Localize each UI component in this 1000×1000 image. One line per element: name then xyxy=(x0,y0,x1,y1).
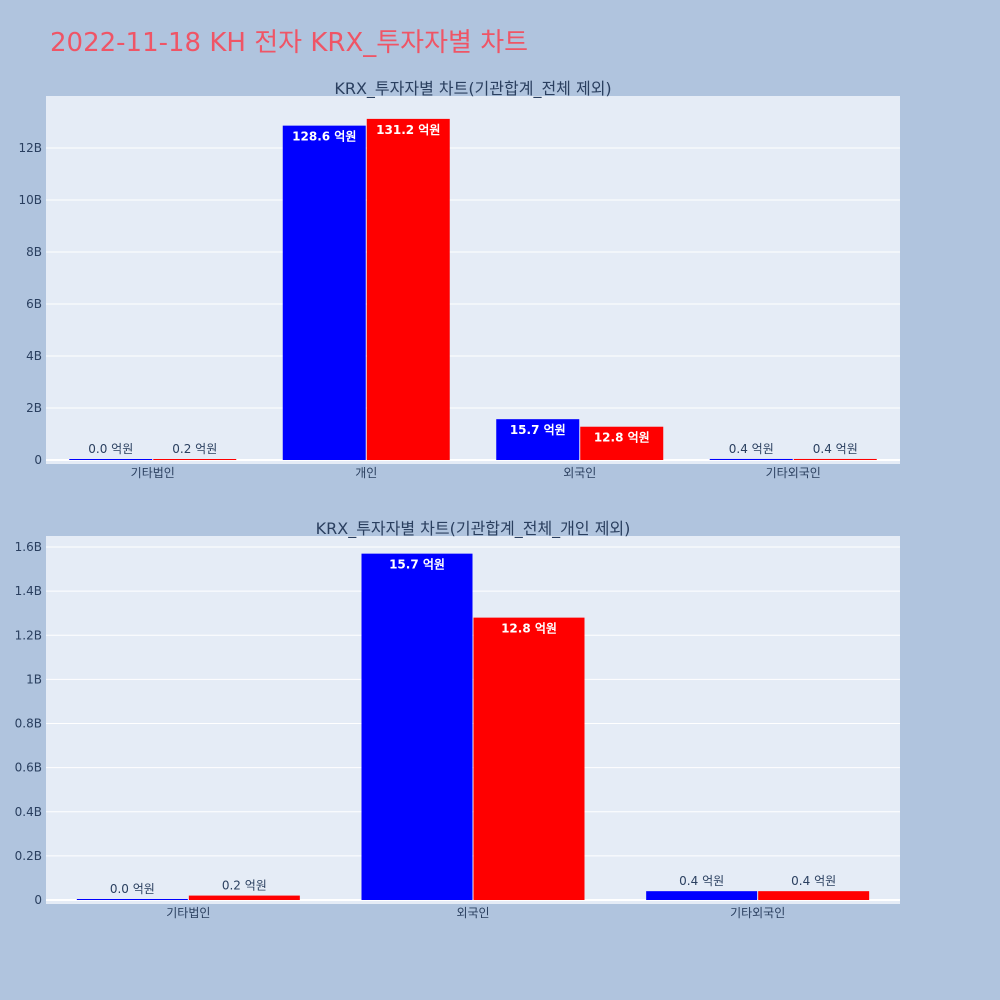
bar-buy xyxy=(282,125,366,460)
bar-data-label: 12.8 억원 xyxy=(594,431,650,445)
y-tick-label: 1.4B xyxy=(15,584,42,598)
bar-sell xyxy=(366,118,450,460)
y-tick-label: 0 xyxy=(34,893,42,907)
y-tick-label: 8B xyxy=(26,245,42,259)
y-tick-label: 1.6B xyxy=(15,540,42,554)
plot-area xyxy=(46,96,900,464)
bar-sell xyxy=(153,459,237,460)
chart-title: KRX_투자자별 차트(기관합계_전체 제외) xyxy=(334,79,611,99)
bar-data-label: 0.4 억원 xyxy=(679,874,724,888)
x-tick-label: 외국인 xyxy=(563,466,596,480)
x-tick-label: 기타외국인 xyxy=(766,466,821,480)
bar-data-label: 0.2 억원 xyxy=(172,442,217,456)
y-tick-label: 0 xyxy=(34,453,42,467)
bar-data-label: 12.8 억원 xyxy=(501,622,557,636)
y-tick-label: 12B xyxy=(18,141,42,155)
y-tick-label: 1.2B xyxy=(15,628,42,642)
bar-data-label: 15.7 억원 xyxy=(389,558,445,572)
x-tick-label: 개인 xyxy=(355,466,377,480)
bar-sell xyxy=(793,458,877,460)
plot-area xyxy=(46,536,900,904)
bar-sell xyxy=(758,891,870,900)
bar-buy xyxy=(496,419,580,460)
y-tick-label: 0.8B xyxy=(15,717,42,731)
bar-buy xyxy=(69,459,153,460)
y-tick-label: 0.4B xyxy=(15,805,42,819)
bar-buy xyxy=(709,458,793,460)
chart-panel-2: KRX_투자자별 차트(기관합계_전체_개인 제외) 0 0.2B 0.4B 0.6B 0… xyxy=(15,519,900,920)
bar-data-label: 128.6 억원 xyxy=(292,130,356,144)
bar-buy xyxy=(76,899,188,900)
chart-panel-1: KRX_투자자별 차트(기관합계_전체 제외) 0 2B 4B 6B 8B 10B 12B 기타… xyxy=(18,79,900,480)
bar-sell xyxy=(188,895,300,900)
page-title: 2022-11-18 KH 전자 KRX_투자자별 차트 xyxy=(50,28,529,58)
y-tick-label: 1B xyxy=(26,672,42,686)
bar-data-label: 0.0 억원 xyxy=(88,442,133,456)
bar-data-label: 0.0 억원 xyxy=(110,882,155,896)
x-tick-label: 기타법인 xyxy=(166,906,210,920)
bar-buy xyxy=(646,891,758,900)
chart-title: KRX_투자자별 차트(기관합계_전체_개인 제외) xyxy=(316,519,631,539)
y-tick-label: 10B xyxy=(18,193,42,207)
y-tick-label: 4B xyxy=(26,349,42,363)
bar-data-label: 131.2 억원 xyxy=(376,123,440,137)
y-tick-label: 2B xyxy=(26,401,42,415)
bar-data-label: 0.4 억원 xyxy=(729,442,774,456)
bar-data-label: 15.7 억원 xyxy=(510,423,566,437)
bar-data-label: 0.2 억원 xyxy=(222,879,267,893)
x-tick-label: 기타법인 xyxy=(131,466,175,480)
x-tick-label: 기타외국인 xyxy=(730,906,785,920)
bar-sell xyxy=(580,426,664,460)
bar-data-label: 0.4 억원 xyxy=(791,874,836,888)
y-tick-label: 0.6B xyxy=(15,761,42,775)
y-tick-label: 0.2B xyxy=(15,849,42,863)
bar-sell xyxy=(473,617,585,900)
x-tick-label: 외국인 xyxy=(456,906,489,920)
bar-data-label: 0.4 억원 xyxy=(813,442,858,456)
bar-buy xyxy=(361,553,473,900)
y-tick-label: 6B xyxy=(26,297,42,311)
